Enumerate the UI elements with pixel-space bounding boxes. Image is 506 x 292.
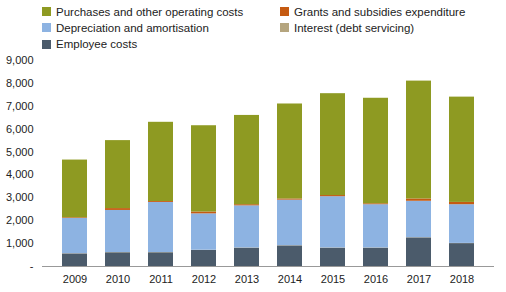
- svg-text:6,000: 6,000: [6, 123, 34, 135]
- html-text:Grants and subsidies expenditu: Grants and subsidies expenditure: [294, 5, 466, 18]
- svg-text:2013: 2013: [235, 273, 259, 285]
- html-text:Depreciation and amortisation: Depreciation and amortisation: [56, 22, 209, 34]
- svg-text:2017: 2017: [407, 273, 431, 285]
- svg-text:5,000: 5,000: [6, 146, 34, 158]
- svg-text:9,000: 9,000: [6, 54, 34, 66]
- svg-text:2016: 2016: [364, 273, 388, 285]
- svg-text:2010: 2010: [106, 273, 130, 285]
- svg-text:4,000: 4,000: [6, 168, 34, 180]
- svg-text:-: -: [30, 260, 34, 272]
- html-text:Purchases and other operating: Purchases and other operating costs: [56, 5, 244, 18]
- svg-text:2009: 2009: [63, 273, 87, 285]
- html-text:Employee costs: Employee costs: [56, 38, 138, 51]
- svg-text:3,000: 3,000: [6, 191, 34, 203]
- svg-text:2011: 2011: [149, 273, 173, 285]
- svg-text:7,000: 7,000: [6, 100, 34, 112]
- svg-text:2012: 2012: [192, 273, 216, 285]
- svg-text:2018: 2018: [450, 273, 474, 285]
- svg-text:2014: 2014: [278, 273, 302, 285]
- svg-text:2,000: 2,000: [6, 214, 34, 226]
- svg-text:2015: 2015: [321, 273, 345, 285]
- svg-text:1,000: 1,000: [6, 237, 34, 249]
- html-text:Interest (debt servicing): Interest (debt servicing): [294, 22, 415, 34]
- svg-text:8,000: 8,000: [6, 77, 34, 89]
